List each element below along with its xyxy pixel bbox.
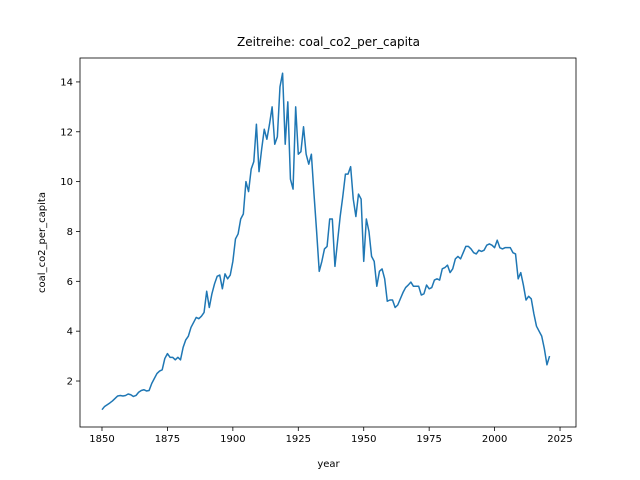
x-tick-label: 1950 (351, 434, 376, 445)
x-tick-label: 1900 (220, 434, 245, 445)
x-tick-label: 1925 (286, 434, 311, 445)
axes-frame (79, 57, 577, 428)
y-tick-label: 2 (67, 377, 73, 388)
x-tick-label: 1850 (89, 434, 114, 445)
x-tick-label: 1975 (416, 434, 441, 445)
y-tick-label: 4 (67, 327, 73, 338)
y-tick-label: 12 (60, 127, 73, 138)
y-tick-label: 10 (60, 177, 73, 188)
chart-title: Zeitreihe: coal_co2_per_capita (237, 35, 420, 49)
y-tick-label: 14 (60, 77, 73, 88)
y-axis-label: coal_co2_per_capita (37, 192, 48, 293)
data-line (101, 72, 551, 411)
x-tick-label: 1875 (155, 434, 180, 445)
x-tick-label: 2025 (547, 434, 572, 445)
y-tick-label: 6 (67, 277, 73, 288)
x-axis-label: year (317, 459, 340, 470)
x-tick-label: 2000 (482, 434, 507, 445)
y-tick-label: 8 (67, 227, 73, 238)
